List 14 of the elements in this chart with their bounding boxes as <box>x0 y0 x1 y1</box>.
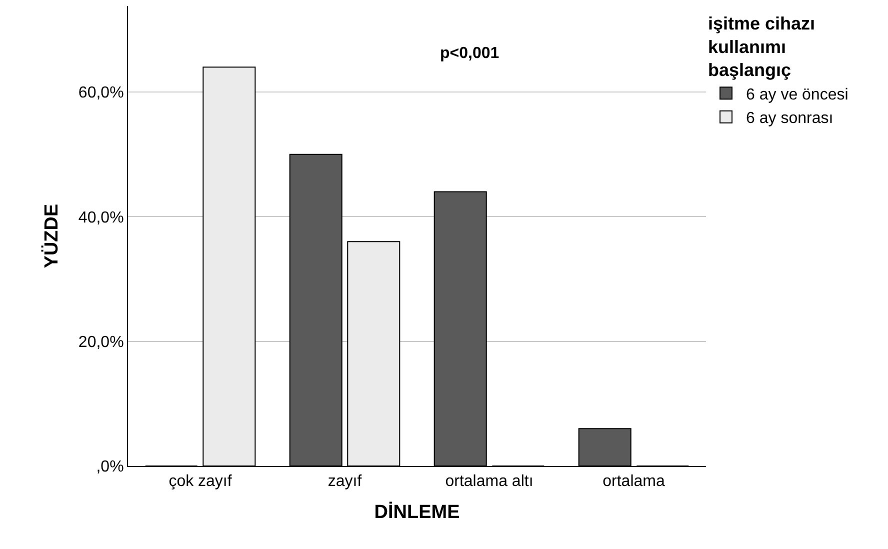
y-axis-title: YÜZDE <box>40 204 62 268</box>
x-tick-label: zayıf <box>328 473 362 490</box>
x-tick-label: çok zayıf <box>168 473 232 490</box>
annotation: p<0,001 <box>440 45 500 62</box>
legend-title: işitme cihazı kullanımı başlangıç <box>708 13 816 80</box>
x-axis-title: DİNLEME <box>374 501 460 523</box>
legend-label: 6 ay sonrası <box>746 110 834 128</box>
y-tick-label: 60,0% <box>78 84 124 102</box>
legend-label: 6 ay ve öncesi <box>746 86 848 104</box>
y-tick-label: 40,0% <box>78 209 124 226</box>
x-tick-label: ortalama <box>602 473 665 490</box>
y-tick-label: ,0% <box>96 458 124 476</box>
y-tick-label: 20,0% <box>78 334 124 351</box>
x-tick-label: ortalama altı <box>445 473 534 490</box>
